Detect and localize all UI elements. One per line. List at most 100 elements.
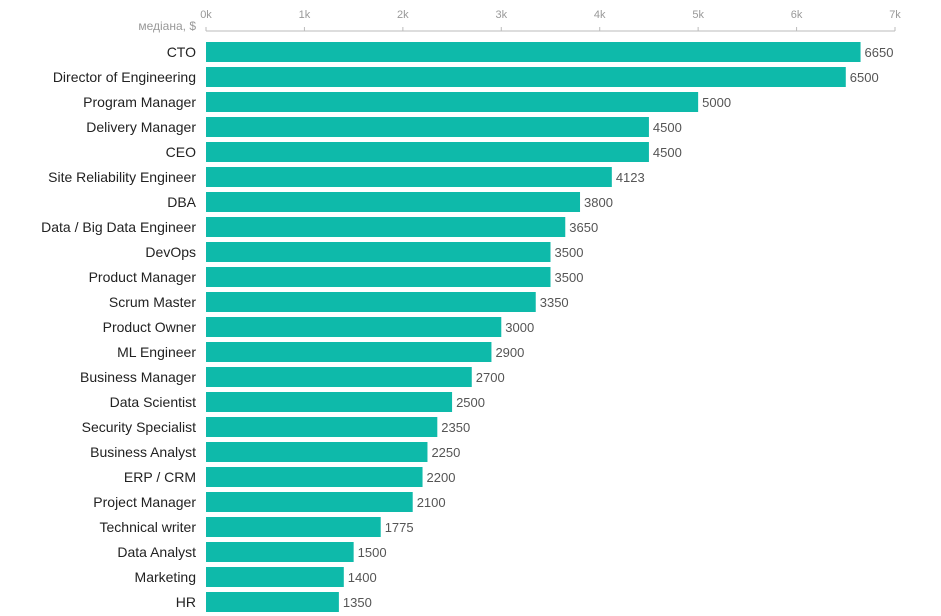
category-label: Scrum Master: [109, 294, 196, 310]
x-tick-label: 0k: [200, 9, 212, 21]
value-label: 1400: [348, 570, 377, 585]
bar-row: Project Manager 2100: [93, 492, 446, 512]
value-label: 4500: [653, 145, 682, 160]
category-label: Data / Big Data Engineer: [41, 219, 196, 235]
bar-row: CEO 4500: [166, 142, 682, 162]
category-label: DBA: [167, 194, 196, 210]
bar: [206, 492, 413, 512]
value-label: 4123: [616, 170, 645, 185]
bar: [206, 242, 551, 262]
x-tick-label: 7k: [889, 9, 901, 21]
value-label: 1775: [385, 520, 414, 535]
value-label: 3500: [555, 270, 584, 285]
category-label: ERP / CRM: [124, 469, 196, 485]
bar: [206, 367, 472, 387]
bar-row: Business Analyst 2250: [90, 442, 460, 462]
bar-row: Director of Engineering 6500: [53, 67, 879, 87]
bar-row: Scrum Master 3350: [109, 292, 569, 312]
bar: [206, 67, 846, 87]
value-label: 3500: [555, 245, 584, 260]
value-label: 6500: [850, 70, 879, 85]
category-label: Data Scientist: [110, 394, 196, 410]
bar-row: Program Manager 5000: [83, 92, 731, 112]
bar-row: DevOps 3500: [145, 242, 583, 262]
bar-row: Security Specialist 2350: [82, 417, 470, 437]
bar-row: Data Analyst 1500: [117, 542, 387, 562]
category-label: Security Specialist: [82, 419, 196, 435]
category-label: CEO: [166, 144, 196, 160]
bar: [206, 542, 354, 562]
category-label: Product Manager: [89, 269, 197, 285]
value-label: 2350: [441, 420, 470, 435]
bar: [206, 467, 423, 487]
bar: [206, 392, 453, 412]
category-label: Business Manager: [80, 369, 196, 385]
bar: [206, 217, 566, 237]
category-label: Product Owner: [103, 319, 197, 335]
bar-row: CTO 6650: [167, 42, 894, 62]
x-tick-label: 4k: [594, 9, 606, 21]
bar: [206, 42, 861, 62]
value-label: 1350: [343, 595, 372, 610]
bar: [206, 567, 344, 587]
category-label: Program Manager: [83, 94, 196, 110]
bar: [206, 167, 612, 187]
x-tick-label: 2k: [397, 9, 409, 21]
category-label: HR: [176, 594, 196, 610]
category-label: Data Analyst: [117, 544, 196, 560]
category-label: Project Manager: [93, 494, 196, 510]
bar: [206, 92, 699, 112]
value-label: 6650: [865, 45, 894, 60]
bar-row: ERP / CRM 2200: [124, 467, 456, 487]
bar: [206, 117, 649, 137]
value-label: 2250: [431, 445, 460, 460]
bar-row: Data / Big Data Engineer 3650: [41, 217, 598, 237]
bar-row: DBA 3800: [167, 192, 613, 212]
category-label: Technical writer: [100, 519, 197, 535]
category-label: CTO: [167, 44, 196, 60]
bar-row: Product Manager 3500: [89, 267, 584, 287]
bar-row: ML Engineer 2900: [117, 342, 524, 362]
value-label: 3800: [584, 195, 613, 210]
value-label: 5000: [702, 95, 731, 110]
bars: CTO 6650 Director of Engineering 6500 Progra…: [41, 42, 893, 612]
value-label: 2500: [456, 395, 485, 410]
x-tick-label: 1k: [299, 9, 311, 21]
bar: [206, 292, 536, 312]
category-label: Marketing: [135, 569, 196, 585]
bar-row: Business Manager 2700: [80, 367, 505, 387]
bar-row: Data Scientist 2500: [110, 392, 485, 412]
value-label: 2200: [427, 470, 456, 485]
bar-row: Marketing 1400: [135, 567, 377, 587]
x-tick-label: 3k: [495, 9, 507, 21]
bar: [206, 192, 581, 212]
bar-row: Product Owner 3000: [103, 317, 534, 337]
category-label: Delivery Manager: [86, 119, 196, 135]
x-axis-title: медіана, $: [138, 19, 196, 33]
bar: [206, 417, 438, 437]
value-label: 4500: [653, 120, 682, 135]
x-axis: медіана, $: [138, 19, 895, 33]
bar: [206, 317, 502, 337]
category-label: Director of Engineering: [53, 69, 196, 85]
x-tick-label: 6k: [791, 9, 803, 21]
category-label: Business Analyst: [90, 444, 196, 460]
value-label: 3650: [569, 220, 598, 235]
bar-row: HR 1350: [176, 592, 372, 612]
bar: [206, 142, 649, 162]
bar: [206, 517, 381, 537]
bar: [206, 267, 551, 287]
category-label: ML Engineer: [117, 344, 196, 360]
value-label: 1500: [358, 545, 387, 560]
value-label: 2700: [476, 370, 505, 385]
bar-row: Site Reliability Engineer 4123: [48, 167, 645, 187]
value-label: 3350: [540, 295, 569, 310]
category-label: DevOps: [145, 244, 196, 260]
value-label: 2100: [417, 495, 446, 510]
bar-row: Delivery Manager 4500: [86, 117, 682, 137]
x-tick-label: 5k: [692, 9, 704, 21]
value-label: 2900: [495, 345, 524, 360]
bar: [206, 442, 428, 462]
bar: [206, 592, 339, 612]
bar-row: Technical writer 1775: [100, 517, 414, 537]
